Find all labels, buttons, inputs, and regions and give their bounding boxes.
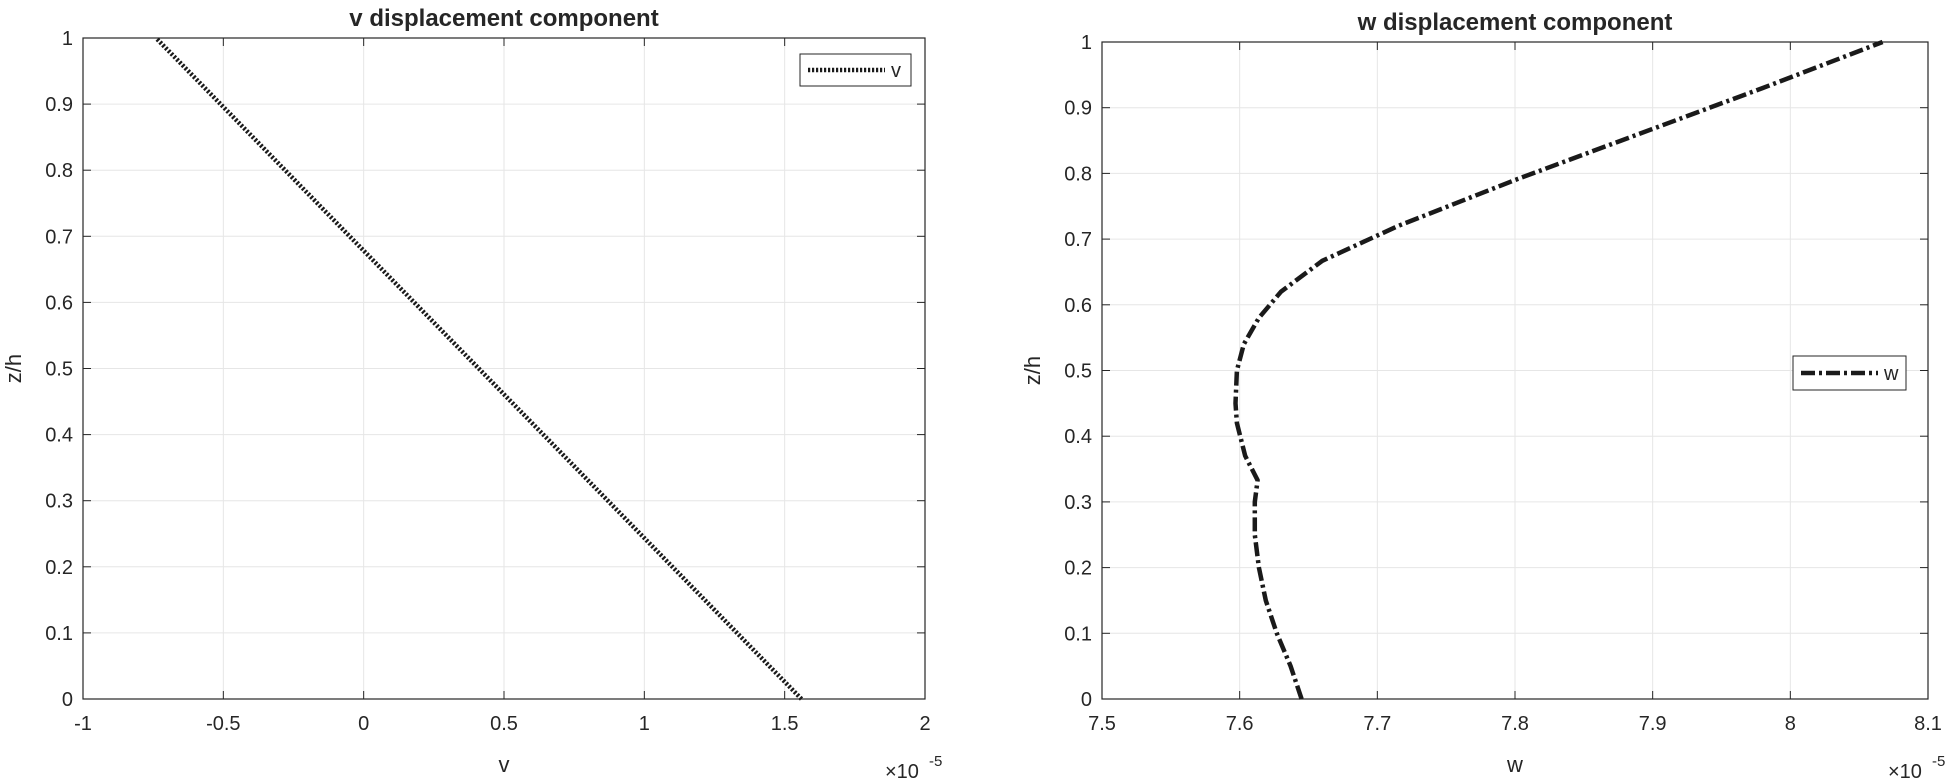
x-tick-label: 7.9 [1639, 713, 1667, 735]
y-axis-label: z/h [1020, 356, 1045, 385]
y-tick-label: 0.5 [45, 359, 73, 381]
chart-title: v displacement component [349, 5, 658, 32]
x-tick-label: 0.5 [490, 713, 518, 735]
y-tick-label: 0.1 [1064, 623, 1092, 645]
y-tick-label: 0.2 [45, 557, 73, 579]
x-axis-label: v [499, 752, 510, 777]
legend: v [799, 53, 912, 87]
y-tick-label: 0.7 [45, 226, 73, 248]
legend: w [1792, 355, 1907, 391]
legend-label: v [891, 60, 901, 82]
x-exponent-power: -5 [929, 753, 942, 770]
y-tick-label: 0.9 [1064, 98, 1092, 120]
chart-title: w displacement component [1357, 9, 1673, 36]
x-tick-label: -1 [74, 713, 92, 735]
y-axis-label: z/h [1, 354, 26, 383]
chart-1: -1 -0.5 0 0.5 1 1.5 2 0 0.1 0.2 0.3 0.4 0.5 0.6 0.7 0.8… [1, 5, 942, 782]
series-line-v [154, 36, 804, 701]
tick-marks [82, 37, 926, 700]
y-tick-label: 0.2 [1064, 558, 1092, 580]
tick-marks [1101, 41, 1929, 700]
x-tick-label: 7.7 [1363, 713, 1391, 735]
y-tick-label: 0.5 [1064, 361, 1092, 383]
x-tick-label: 1 [639, 713, 650, 735]
y-tick-label: 1 [62, 28, 73, 50]
y-tick-label: 0.4 [1064, 426, 1092, 448]
x-exponent-power: -5 [1932, 753, 1945, 770]
y-tick-label: 0 [1081, 689, 1092, 711]
y-tick-label: 0.8 [1064, 163, 1092, 185]
y-tick-label: 0.3 [45, 491, 73, 513]
y-tick-label: 0.6 [1064, 295, 1092, 317]
y-tick-label: 0.9 [45, 94, 73, 116]
legend-label: w [1883, 363, 1899, 385]
x-tick-label: 1.5 [771, 713, 799, 735]
y-tick-label: 0 [62, 689, 73, 711]
y-tick-label: 0.3 [1064, 492, 1092, 514]
legend-box [799, 53, 912, 87]
y-tick-label: 0.4 [45, 425, 73, 447]
x-axis-label: w [1506, 752, 1523, 777]
x-tick-label: 8 [1785, 713, 1796, 735]
x-exponent-label: ×10 [1888, 761, 1922, 782]
y-tick-label: 0.1 [45, 623, 73, 645]
y-tick-label: 1 [1081, 32, 1092, 54]
y-tick-label: 0.8 [45, 160, 73, 182]
x-exponent-label: ×10 [885, 761, 919, 782]
x-tick-label: 7.8 [1501, 713, 1529, 735]
x-tick-label: 7.5 [1088, 713, 1116, 735]
series-line-w [1233, 39, 1884, 700]
y-tick-label: 0.7 [1064, 229, 1092, 251]
chart-2: 7.5 7.6 7.7 7.8 7.9 8 8.1 0 0.1 0.2 0.3 0.4 0.5 0.6 0.… [1020, 9, 1945, 782]
x-tick-label: -0.5 [206, 713, 240, 735]
x-tick-label: 7.6 [1226, 713, 1254, 735]
x-tick-label: 2 [919, 713, 930, 735]
x-tick-label: 0 [358, 713, 369, 735]
y-tick-label: 0.6 [45, 292, 73, 314]
x-tick-label: 8.1 [1914, 713, 1942, 735]
